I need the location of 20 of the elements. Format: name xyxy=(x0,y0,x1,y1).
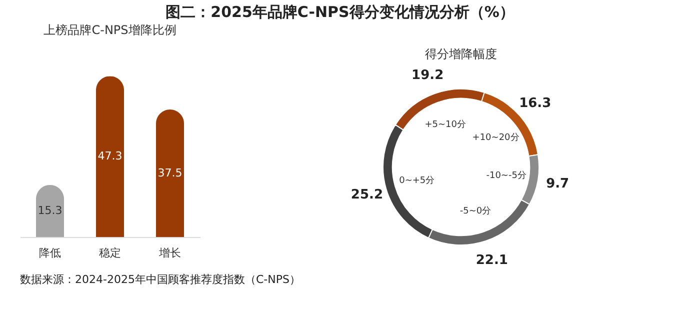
text: 图二：2025年品牌C-NPS得分变化情况分析（%） xyxy=(166,3,514,21)
slice-label: +5~10分 xyxy=(424,118,466,130)
slice-label: -5~0分 xyxy=(460,206,492,217)
data-label: 47.3 xyxy=(98,150,122,163)
x-tick-label: 增长 xyxy=(158,246,181,260)
x-tick-label: 降低 xyxy=(39,246,61,260)
data-label: 15.3 xyxy=(38,204,62,217)
data-label: 22.1 xyxy=(476,253,508,268)
chart-title: 得分增降幅度 xyxy=(425,47,497,61)
data-label: 16.3 xyxy=(519,96,552,111)
source-note: 数据来源：2024-2025年中国顾客推荐度指数（C-NPS） xyxy=(20,273,300,286)
slice-label: +10~20分 xyxy=(472,132,520,143)
slice-label: 0~+5分 xyxy=(399,174,435,186)
data-label: 25.2 xyxy=(350,188,383,203)
x-tick-label: 稳定 xyxy=(99,246,121,260)
slice-label: -10~-5分 xyxy=(486,170,526,181)
data-label: 37.5 xyxy=(158,166,182,180)
data-label: 19.2 xyxy=(412,68,444,83)
chart-title: 上榜品牌C-NPS增降比例 xyxy=(44,23,176,37)
data-label: 9.7 xyxy=(546,176,570,192)
